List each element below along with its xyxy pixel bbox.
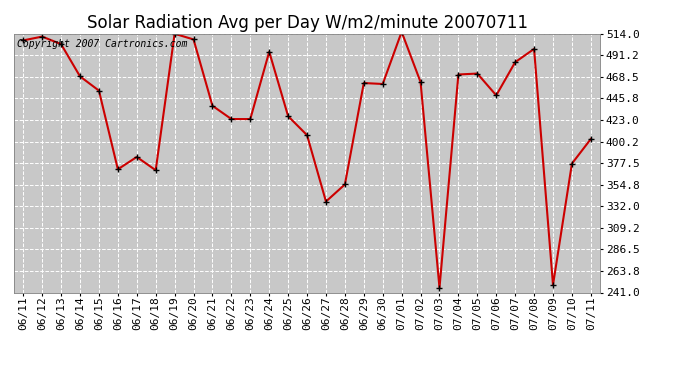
Text: Copyright 2007 Cartronics.com: Copyright 2007 Cartronics.com (17, 39, 187, 49)
Title: Solar Radiation Avg per Day W/m2/minute 20070711: Solar Radiation Avg per Day W/m2/minute … (86, 14, 528, 32)
